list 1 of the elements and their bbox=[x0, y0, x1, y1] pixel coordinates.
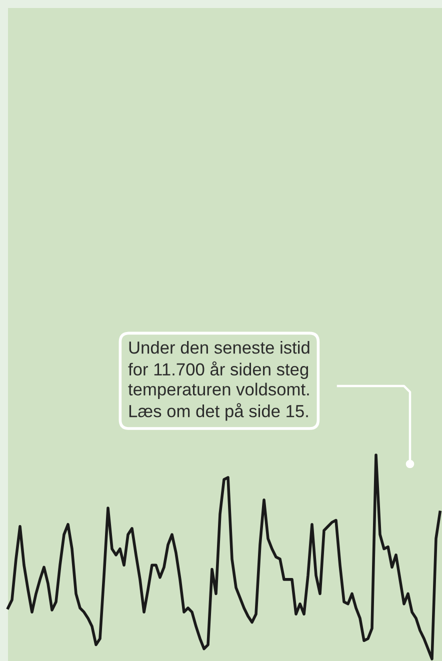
text: Under den seneste istid for 11.700 år siden steg temperaturen voldsomt. Læs om det på side 15. bbox=[128, 341, 310, 421]
